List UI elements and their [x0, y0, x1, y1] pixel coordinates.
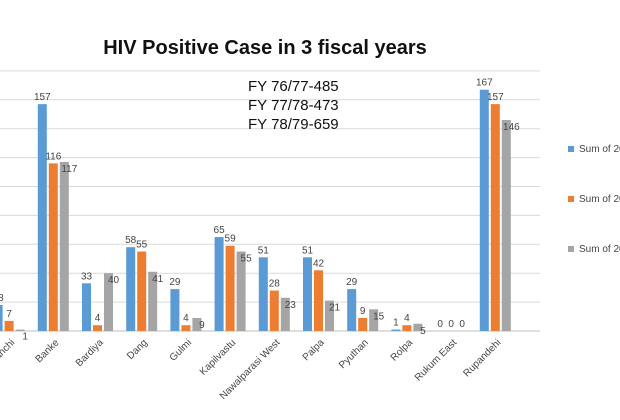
- data-label: 157: [487, 92, 504, 103]
- bar-series1-palpa: [303, 257, 312, 331]
- data-label: 28: [269, 279, 281, 290]
- legend-label: Sum of 20: [579, 144, 620, 155]
- data-label: 5: [420, 326, 426, 337]
- bar-series2-nawalparasi-west: [269, 290, 279, 331]
- data-label: 9: [199, 320, 205, 331]
- data-label: 21: [329, 303, 341, 314]
- bar-series2-rupandehi: [490, 104, 500, 331]
- data-label: 23: [285, 300, 297, 311]
- bar-series3-palpa: [325, 300, 334, 331]
- fy-annotation: FY 77/78-473: [248, 97, 339, 114]
- bar-series1-rolpa: [391, 329, 401, 331]
- legend: Sum of 20 Sum of 20 Sum of 20: [568, 144, 620, 255]
- category-label: Pyuthan: [337, 337, 371, 371]
- data-label: 4: [95, 313, 101, 324]
- data-label: 55: [241, 254, 253, 265]
- category-label: Kapilvastu: [198, 337, 238, 377]
- legend-swatch: [568, 246, 574, 252]
- legend-label: Sum of 20: [579, 194, 620, 205]
- bar-series2-bardiya: [93, 325, 102, 331]
- bar-series2-gulmi: [181, 325, 191, 331]
- bar-series3-nawalparasi-west: [280, 297, 290, 331]
- bar-series1-nawalparasi-west: [258, 257, 268, 331]
- data-label: 15: [373, 311, 385, 322]
- category-label: Banke: [34, 337, 62, 365]
- bar-series3-bardiya: [104, 273, 113, 331]
- data-label: 0: [437, 319, 443, 330]
- bar-series1-gulmi: [170, 289, 180, 331]
- bar-series3-rupandehi: [501, 120, 511, 331]
- bar-series2-dang: [137, 251, 147, 331]
- data-label: 55: [136, 240, 148, 251]
- data-label: 146: [503, 122, 520, 133]
- bar-series1-pyuthan: [347, 289, 357, 331]
- data-label: 1: [22, 332, 28, 343]
- bar-series3-dang: [148, 271, 158, 331]
- annotations: FY 76/77-485 FY 77/78-473 FY 78/79-659: [248, 78, 339, 133]
- data-label: 40: [108, 275, 120, 286]
- bar-series2-kapilvastu: [225, 245, 235, 331]
- data-label: 7: [6, 309, 12, 320]
- bar-series2-banke: [48, 163, 58, 331]
- legend-swatch: [568, 196, 574, 202]
- category-axis: khanchi Banke Bardiya Dang Gulmi KapilvastuNa…: [0, 337, 503, 402]
- data-label: 157: [34, 92, 51, 103]
- bar-series1-rupandehi: [479, 89, 489, 331]
- bar-series3-banke: [59, 161, 69, 331]
- category-label: Rupandehi: [461, 337, 503, 379]
- bars: [0, 89, 511, 331]
- bar-series1-banke: [37, 104, 47, 331]
- data-label: 0: [448, 319, 454, 330]
- data-label: 29: [169, 277, 181, 288]
- fy-annotation: FY 76/77-485: [248, 78, 339, 95]
- data-label: 42: [313, 258, 325, 269]
- legend-label: Sum of 20: [579, 244, 620, 255]
- data-label: 59: [225, 234, 237, 245]
- bar-series1-dang: [126, 247, 136, 331]
- data-label: 4: [183, 313, 189, 324]
- bar-series3-kapilvastu: [236, 251, 246, 331]
- bar-series1-bardiya: [82, 283, 91, 331]
- data-label: 51: [302, 245, 314, 256]
- data-label: 1: [393, 318, 399, 329]
- category-label: Dang: [125, 337, 150, 362]
- data-label: 117: [61, 164, 77, 175]
- category-label: Bardiya: [74, 337, 106, 369]
- bar-series2-arghakhanchi: [4, 320, 14, 331]
- category-label: Rolpa: [389, 337, 416, 364]
- bar-series2-pyuthan: [358, 317, 368, 331]
- data-labels: 1871157116117334405855412949655955512823…: [0, 78, 520, 343]
- data-label: 4: [404, 313, 410, 324]
- data-label: 9: [360, 306, 366, 317]
- fy-annotation: FY 78/79-659: [248, 116, 339, 133]
- data-label: 41: [152, 274, 164, 285]
- category-label: Rukum East: [413, 337, 459, 383]
- bar-series1-kapilvastu: [214, 237, 224, 331]
- chart-title: HIV Positive Case in 3 fiscal years: [103, 37, 427, 59]
- bar-series2-rolpa: [402, 325, 412, 331]
- category-label: khanchi: [0, 337, 17, 369]
- bar-series2-palpa: [314, 270, 323, 331]
- data-label: 18: [0, 293, 4, 304]
- data-label: 65: [214, 225, 226, 236]
- data-label: 167: [476, 78, 493, 89]
- bar-series3-arghakhanchi: [15, 329, 25, 331]
- data-label: 58: [125, 235, 137, 246]
- bar-series3-pyuthan: [369, 309, 379, 331]
- data-label: 33: [81, 271, 93, 282]
- legend-swatch: [568, 146, 574, 152]
- data-label: 0: [459, 319, 465, 330]
- data-label: 29: [346, 277, 358, 288]
- bar-series3-rolpa: [413, 323, 423, 331]
- bar-series3-gulmi: [192, 317, 202, 331]
- data-label: 116: [45, 151, 61, 162]
- data-label: 51: [258, 245, 270, 256]
- category-label: Gulmi: [168, 337, 194, 363]
- bar-series1-arghakhanchi: [0, 304, 3, 331]
- category-label: Palpa: [301, 337, 327, 363]
